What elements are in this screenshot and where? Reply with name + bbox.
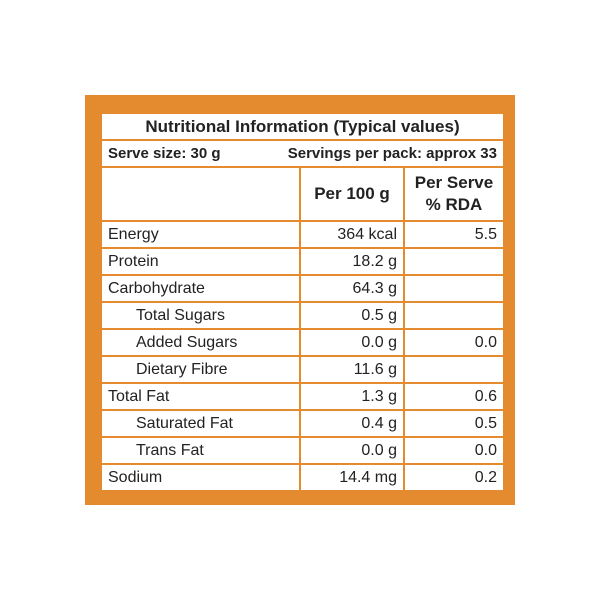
rda-value — [403, 247, 505, 276]
nutrient-row: Total Sugars 0.5 g — [100, 301, 505, 330]
nutrient-row: Carbohydrate 64.3 g — [100, 274, 505, 303]
per-100g-value: 0.0 g — [299, 436, 405, 465]
per-100g-value: 14.4 mg — [299, 463, 405, 492]
title-row: Nutritional Information (Typical values) — [100, 112, 505, 141]
rda-value — [403, 274, 505, 303]
per-100g-value: 11.6 g — [299, 355, 405, 384]
nutrient-name: Total Fat — [100, 382, 301, 411]
servings-per-pack: Servings per pack: approx 33 — [287, 145, 497, 162]
nutrient-row: Saturated Fat 0.4 g 0.5 — [100, 409, 505, 438]
per-100g-value: 18.2 g — [299, 247, 405, 276]
nutrient-row: Total Fat 1.3 g 0.6 — [100, 382, 505, 411]
title: Nutritional Information (Typical values) — [100, 112, 505, 141]
rda-value: 5.5 — [403, 220, 505, 249]
rda-value — [403, 355, 505, 384]
column-header: Per Serve % RDA — [403, 166, 505, 222]
per-100g-value: 0.4 g — [299, 409, 405, 438]
rda-value: 0.2 — [403, 463, 505, 492]
nutrient-row: Sodium 14.4 mg 0.2 — [100, 463, 505, 492]
nutrient-name: Trans Fat — [100, 436, 301, 465]
nutrition-table: Nutritional Information (Typical values)… — [100, 112, 505, 492]
nutrient-row: Dietary Fibre 11.6 g — [100, 355, 505, 384]
rda-value — [403, 301, 505, 330]
column-header: Per 100 g — [299, 166, 405, 222]
nutrient-row: Added Sugars 0.0 g 0.0 — [100, 328, 505, 357]
nutrient-row: Energy 364 kcal 5.5 — [100, 220, 505, 249]
nutrient-name: Sodium — [100, 463, 301, 492]
nutrient-name: Total Sugars — [100, 301, 301, 330]
rda-value: 0.0 — [403, 328, 505, 357]
rda-value: 0.5 — [403, 409, 505, 438]
header-row: Per 100 g Per Serve % RDA — [100, 166, 505, 222]
per-100g-value: 0.5 g — [299, 301, 405, 330]
nutrient-name: Energy — [100, 220, 301, 249]
rda-value: 0.0 — [403, 436, 505, 465]
per-100g-value: 64.3 g — [299, 274, 405, 303]
nutrient-name: Dietary Fibre — [100, 355, 301, 384]
serve-row: Serve size: 30 g Servings per pack: appro… — [100, 139, 505, 168]
serve-size: Serve size: 30 g — [108, 145, 221, 162]
per-100g-value: 0.0 g — [299, 328, 405, 357]
nutrient-name: Saturated Fat — [100, 409, 301, 438]
nutrient-row: Protein 18.2 g — [100, 247, 505, 276]
nutrient-name: Carbohydrate — [100, 274, 301, 303]
serve-info: Serve size: 30 g Servings per pack: appro… — [100, 139, 505, 168]
nutrient-name: Added Sugars — [100, 328, 301, 357]
per-100g-value: 1.3 g — [299, 382, 405, 411]
nutrient-name: Protein — [100, 247, 301, 276]
nutrient-row: Trans Fat 0.0 g 0.0 — [100, 436, 505, 465]
per-100g-value: 364 kcal — [299, 220, 405, 249]
header-empty — [100, 166, 301, 222]
rda-value: 0.6 — [403, 382, 505, 411]
